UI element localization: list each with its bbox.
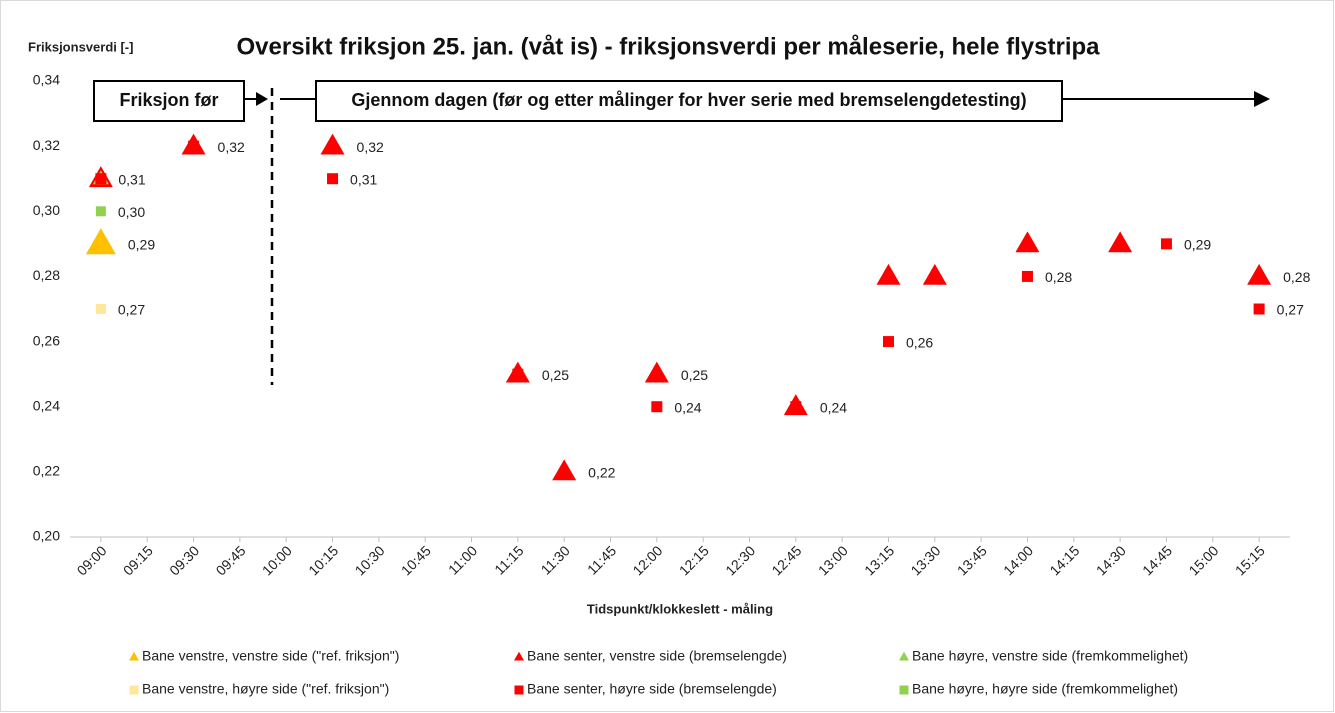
data-label: 0,31 [118,171,145,187]
data-label: 0,29 [1184,237,1211,253]
chart-title: Oversikt friksjon 25. jan. (våt is) - fr… [236,33,1100,60]
data-label: 0,28 [1283,269,1310,285]
data-label: 0,31 [350,171,377,187]
marker [644,361,669,383]
marker [552,459,577,481]
arrow-head [256,92,268,106]
marker [876,263,901,285]
marker [514,651,524,661]
arrow-head [1254,91,1270,107]
marker [129,651,139,661]
annotation-box [315,80,1063,122]
y-tick-label: 0,22 [33,463,60,479]
marker [1247,263,1272,285]
marker [922,263,947,285]
data-label: 0,25 [681,367,708,383]
data-label: 0,25 [542,367,569,383]
data-label: 0,27 [1277,302,1304,318]
marker [1160,238,1172,250]
legend-label: Bane senter, venstre side (bremselengde) [527,648,787,664]
y-tick-label: 0,24 [33,397,60,413]
legend-label: Bane senter, høyre side (bremselengde) [527,681,777,697]
legend-label: Bane høyre, venstre side (fremkommelighe… [912,648,1188,664]
marker [512,368,524,380]
y-tick-label: 0,26 [33,332,60,348]
legend-label: Bane venstre, høyre side ("ref. friksjon… [142,681,389,697]
marker [1021,270,1033,282]
legend-label: Bane høyre, høyre side (fremkommelighet) [912,681,1178,697]
marker [85,228,116,255]
legend-label: Bane venstre, venstre side ("ref. friksj… [142,648,399,664]
data-label: 0,24 [674,399,701,415]
annotation: Friksjon før [119,90,218,110]
data-label: 0,22 [588,465,615,481]
y-tick-label: 0,34 [33,72,60,88]
data-label: 0,27 [118,302,145,318]
annotation-box [93,80,245,122]
marker [129,685,139,695]
data-label: 0,24 [820,399,847,415]
y-tick-label: 0,32 [33,137,60,153]
data-label: 0,26 [906,334,933,350]
y-tick-label: 0,20 [33,528,60,544]
marker [188,140,200,152]
marker [95,173,107,185]
data-label: 0,29 [128,237,155,253]
y-tick-label: 0,30 [33,202,60,218]
y-axis-title: Friksjonsverdi [-] [28,39,133,54]
marker [651,401,663,413]
marker [95,304,106,314]
marker [514,685,524,695]
marker [95,206,106,217]
y-tick-label: 0,28 [33,267,60,283]
marker [1108,231,1133,253]
x-axis-title: Tidspunkt/klokkeslett - måling [587,601,773,616]
marker [899,685,909,695]
data-label: 0,30 [118,204,145,220]
data-label: 0,32 [357,139,384,155]
marker [1015,231,1040,253]
annotation: Gjennom dagen (før og etter målinger for… [351,90,1026,110]
marker [1253,303,1265,315]
marker [320,133,345,155]
marker [882,336,894,348]
marker [327,173,339,185]
marker [790,401,802,413]
marker [899,651,909,661]
data-label: 0,32 [218,139,245,155]
data-label: 0,28 [1045,269,1072,285]
